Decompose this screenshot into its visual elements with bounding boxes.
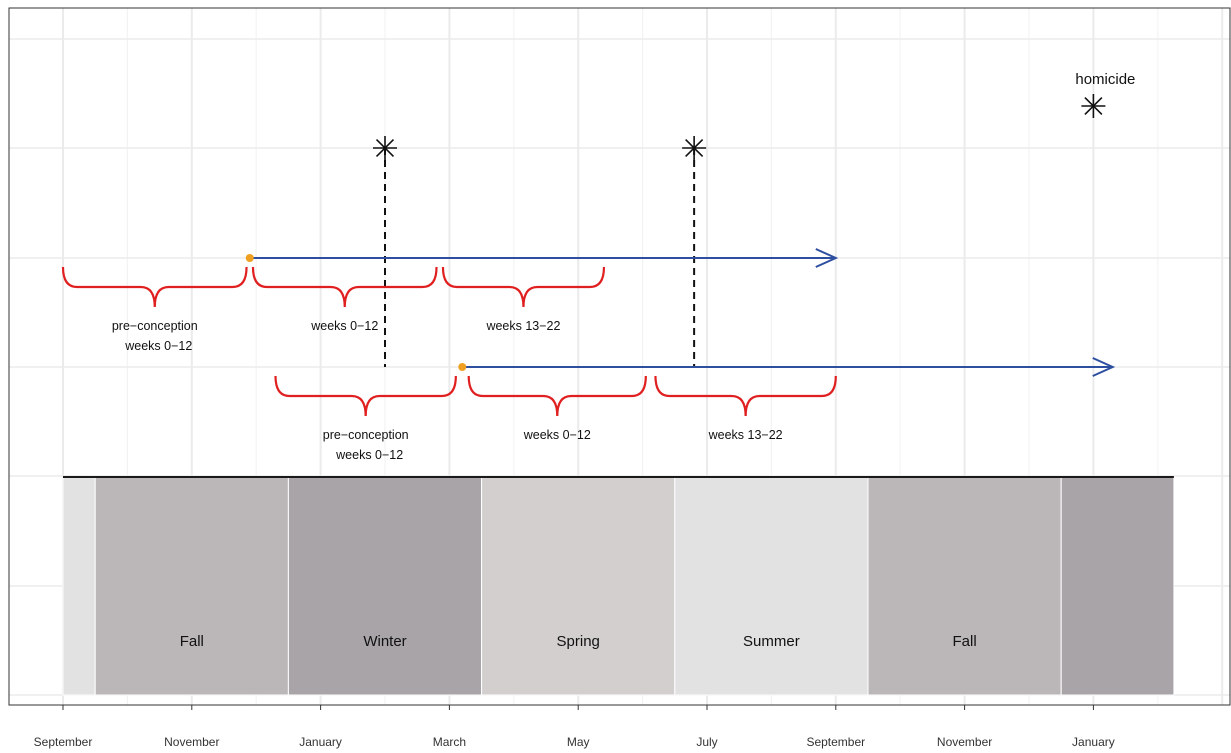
- homicide-markers: [373, 136, 707, 160]
- pregnancy-arrows: [245, 248, 1116, 377]
- x-tick-label: September: [34, 735, 93, 749]
- period-label: weeks 13−22: [485, 319, 560, 333]
- season-band: [94, 476, 289, 696]
- x-axis: September November January March May July Sept…: [34, 705, 1115, 749]
- homicide-star-stroke: [375, 138, 395, 158]
- conception-dot: [458, 363, 467, 371]
- period-label: pre−conception weeks 0−12: [323, 428, 409, 462]
- period-label: pre−conception weeks 0−12: [112, 319, 198, 353]
- season-label: Fall: [953, 633, 977, 650]
- period-brace: [467, 375, 647, 417]
- x-tick-label: May: [567, 735, 590, 749]
- period-brace: [654, 375, 837, 417]
- period-brace: [251, 266, 438, 308]
- period-label: weeks 0−12: [310, 319, 378, 333]
- homicide-star-icon: [373, 136, 397, 160]
- season-label: Spring: [557, 633, 600, 650]
- conception-dot: [245, 254, 254, 262]
- homicide-star-icon: [682, 136, 707, 160]
- homicide-star-stroke: [1084, 96, 1103, 116]
- x-tick-label: November: [164, 735, 219, 749]
- season-band: [287, 476, 483, 696]
- period-label: weeks 0−12: [523, 428, 591, 442]
- homicide-star-icon: [1081, 94, 1106, 118]
- legend-label: homicide: [1075, 71, 1135, 88]
- season-band: [481, 476, 676, 696]
- x-tick-label: January: [1072, 735, 1115, 749]
- period-brace: [61, 266, 248, 308]
- period-brace: [274, 375, 457, 417]
- x-tick-label: July: [696, 735, 717, 749]
- homicide-star-stroke: [685, 138, 704, 158]
- season-bands: Fall Winter Spring Summer Fall: [62, 476, 1175, 696]
- season-label: Summer: [743, 633, 800, 650]
- period-brace: [441, 266, 606, 308]
- period-label: weeks 13−22: [708, 428, 783, 442]
- x-tick-label: March: [433, 735, 466, 749]
- season-band: [1060, 476, 1175, 696]
- x-tick-label: January: [299, 735, 342, 749]
- season-label: Fall: [180, 633, 204, 650]
- season-band: [62, 476, 96, 696]
- season-label: Winter: [363, 633, 406, 650]
- panel-border: [8, 7, 1231, 706]
- period-braces: pre−conception weeks 0−12 weeks 0−12 weeks …: [61, 266, 837, 462]
- legend: homicide: [1075, 71, 1135, 118]
- season-band: [674, 476, 869, 696]
- x-tick-label: November: [937, 735, 992, 749]
- x-tick-label: September: [806, 735, 865, 749]
- season-band: [867, 476, 1062, 696]
